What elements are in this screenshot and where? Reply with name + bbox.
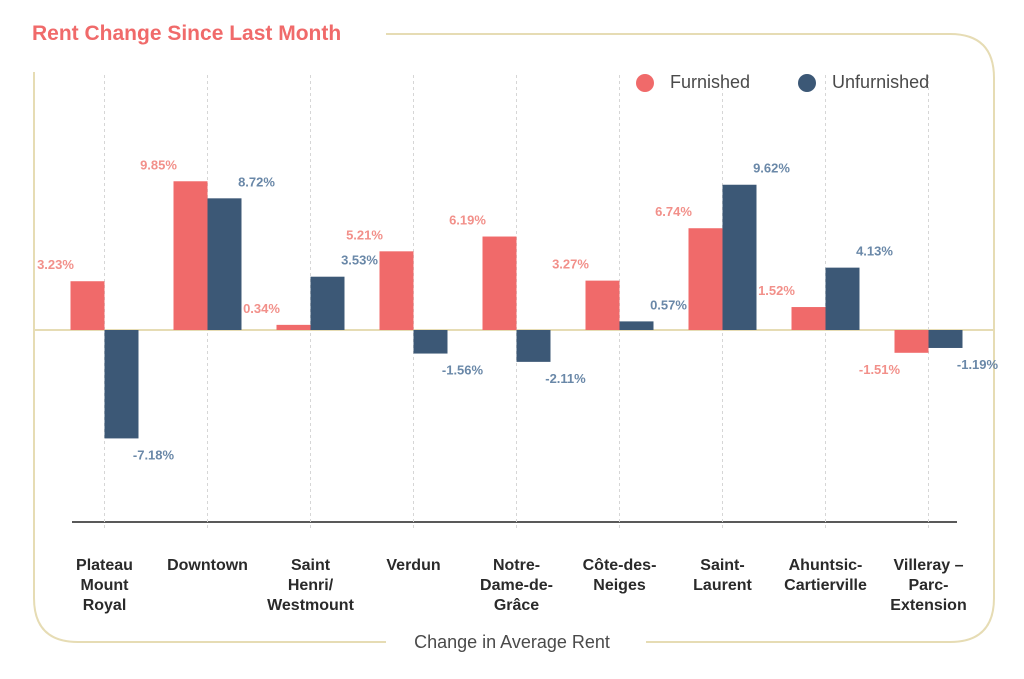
- legend-dot-furnished: [636, 73, 654, 92]
- bar-furnished: [379, 251, 414, 330]
- data-label-unfurnished: -1.56%: [442, 363, 484, 378]
- x-tick-label: Cartierville: [784, 577, 867, 594]
- data-label-furnished: 9.85%: [140, 157, 177, 172]
- legend-label-unfurnished: Unfurnished: [832, 72, 930, 92]
- bar-unfurnished: [928, 330, 963, 348]
- x-tick-label: Royal: [83, 597, 127, 614]
- data-label-furnished: 5.21%: [346, 227, 383, 242]
- bar-unfurnished: [207, 198, 242, 330]
- data-label-unfurnished: -7.18%: [133, 447, 175, 462]
- x-tick-label: Notre-: [493, 557, 540, 574]
- bar-furnished: [70, 281, 105, 330]
- legend-item-unfurnished: Unfurnished: [798, 72, 929, 93]
- x-tick-label: Neiges: [593, 577, 646, 594]
- data-label-furnished: 3.23%: [37, 257, 74, 272]
- bar-unfurnished: [516, 330, 551, 362]
- x-tick-label: Parc-: [908, 577, 948, 594]
- legend: Furnished Unfurnished: [636, 72, 977, 93]
- data-label-unfurnished: -1.19%: [957, 357, 999, 372]
- x-tick-label: Verdun: [386, 557, 440, 574]
- data-label-unfurnished: 4.13%: [856, 244, 893, 259]
- bar-unfurnished: [619, 321, 654, 330]
- bar-unfurnished: [310, 276, 345, 330]
- x-tick-label: Dame-de-: [480, 577, 553, 594]
- data-label-furnished: 1.52%: [758, 283, 795, 298]
- bar-unfurnished: [413, 330, 448, 354]
- legend-label-furnished: Furnished: [670, 72, 751, 92]
- data-label-furnished: 3.27%: [552, 257, 589, 272]
- bar-furnished: [276, 324, 311, 330]
- x-tick-label: Saint-: [700, 557, 744, 574]
- x-tick-label: Extension: [890, 597, 966, 614]
- data-label-unfurnished: 9.62%: [753, 161, 790, 176]
- bar-furnished: [688, 228, 723, 330]
- bar-furnished: [482, 236, 517, 330]
- x-tick-label: Grâce: [494, 597, 539, 614]
- x-tick-label: Mount: [81, 577, 130, 594]
- x-axis-title-text: Change in Average Rent: [392, 632, 632, 652]
- x-tick-label: Saint: [291, 557, 331, 574]
- data-label-unfurnished: 0.57%: [650, 297, 687, 312]
- data-label-unfurnished: 3.53%: [341, 253, 378, 268]
- data-label-furnished: 0.34%: [243, 301, 280, 316]
- x-tick-label: Laurent: [693, 577, 752, 594]
- bar-furnished: [791, 307, 826, 330]
- data-label-unfurnished: -2.11%: [545, 371, 586, 386]
- chart-title: Rent Change Since Last Month: [32, 22, 342, 45]
- x-tick-label: Westmount: [267, 597, 354, 614]
- legend-dot-unfurnished: [798, 73, 817, 92]
- x-tick-label: Villeray –: [894, 557, 964, 574]
- bar-furnished: [585, 280, 620, 330]
- bar-furnished: [173, 181, 208, 330]
- legend-item-furnished: Furnished: [636, 72, 750, 93]
- bar-furnished: [894, 330, 929, 353]
- data-label-furnished: 6.74%: [655, 204, 692, 219]
- x-tick-label: Ahuntsic-: [789, 557, 863, 574]
- data-label-furnished: -1.51%: [859, 362, 901, 377]
- data-label-unfurnished: 8.72%: [238, 174, 275, 189]
- data-label-furnished: 6.19%: [449, 213, 486, 228]
- x-tick-label: Downtown: [167, 557, 248, 574]
- bar-unfurnished: [825, 267, 860, 330]
- bar-unfurnished: [104, 330, 139, 439]
- chart-frame: [33, 33, 995, 643]
- x-tick-label: Plateau: [76, 557, 133, 574]
- bar-unfurnished: [722, 184, 757, 330]
- x-tick-label: Côte-des-: [583, 557, 657, 574]
- x-axis-title: Change in Average Rent: [0, 632, 1024, 653]
- x-tick-label: Henri/: [288, 577, 334, 594]
